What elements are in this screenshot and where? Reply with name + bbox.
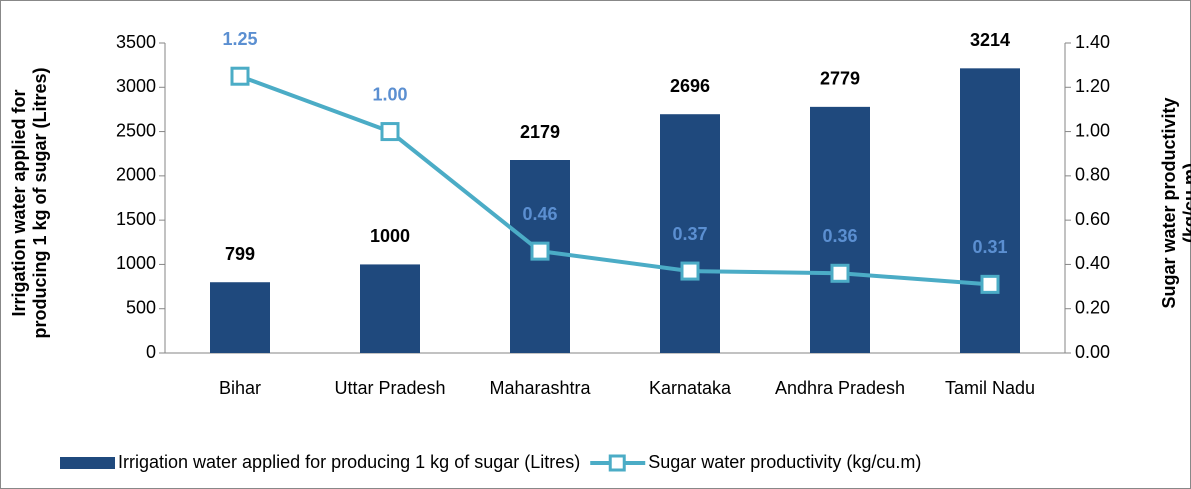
bar <box>960 68 1020 354</box>
y-tick-label: 3500 <box>116 32 156 52</box>
x-tick-label: Andhra Pradesh <box>775 378 905 398</box>
y-axis-label: Irrigation water applied for producing 1… <box>9 67 50 339</box>
y2-tick-label: 1.40 <box>1075 32 1110 52</box>
legend-label: Sugar water productivity (kg/cu.m) <box>648 452 921 472</box>
bar-value-label: 2179 <box>520 122 560 142</box>
y-tick-label: 1500 <box>116 209 156 229</box>
line-value-label: 0.46 <box>522 204 557 224</box>
bar <box>210 282 270 353</box>
y2-tick-label: 1.20 <box>1075 76 1110 96</box>
line-marker <box>680 261 700 281</box>
line-marker <box>980 274 1000 294</box>
y2-tick-label: 0.00 <box>1075 342 1110 362</box>
line <box>239 74 991 287</box>
line-value-label: 0.37 <box>672 224 707 244</box>
y2-tick-label: 0.60 <box>1075 209 1110 229</box>
y-tick-label: 2500 <box>116 120 156 140</box>
legend-swatch <box>60 457 115 469</box>
line-value-label: 1.00 <box>372 84 407 104</box>
legend-marker <box>608 454 626 472</box>
y-tick-label: 500 <box>126 297 156 317</box>
bar-value-label: 799 <box>225 244 255 264</box>
line-marker <box>230 66 250 86</box>
y-tick-label: 3000 <box>116 76 156 96</box>
bar-value-label: 3214 <box>970 30 1010 50</box>
bar-value-label: 1000 <box>370 226 410 246</box>
x-tick-label: Bihar <box>219 378 261 398</box>
line-marker <box>830 263 850 283</box>
x-tick-label: Maharashtra <box>489 378 591 398</box>
y-tick-label: 1000 <box>116 253 156 273</box>
line-value-label: 0.36 <box>822 226 857 246</box>
legend-label: Irrigation water applied for producing 1… <box>118 452 580 472</box>
x-tick-label: Uttar Pradesh <box>334 378 445 398</box>
y2-tick-label: 0.20 <box>1075 297 1110 317</box>
y2-tick-label: 0.40 <box>1075 253 1110 273</box>
x-tick-label: Karnataka <box>649 378 732 398</box>
y-tick-label: 2000 <box>116 165 156 185</box>
y2-tick-label: 1.00 <box>1075 120 1110 140</box>
y2-tick-label: 0.80 <box>1075 165 1110 185</box>
line-value-label: 1.25 <box>222 29 257 49</box>
bar <box>810 106 870 353</box>
bar-value-label: 2696 <box>670 76 710 96</box>
x-tick-label: Tamil Nadu <box>945 378 1035 398</box>
y-tick-label: 0 <box>146 342 156 362</box>
line-marker <box>530 241 550 261</box>
line-value-label: 0.31 <box>972 237 1007 257</box>
bar <box>360 264 420 353</box>
line-marker <box>380 122 400 142</box>
y2-axis-label-text: Sugar water productivity (kg/cu.m) <box>1159 97 1191 309</box>
bar <box>660 114 720 353</box>
y2-axis-label: Sugar water productivity (kg/cu.m) <box>1159 53 1191 353</box>
bar-value-label: 2779 <box>820 69 860 89</box>
